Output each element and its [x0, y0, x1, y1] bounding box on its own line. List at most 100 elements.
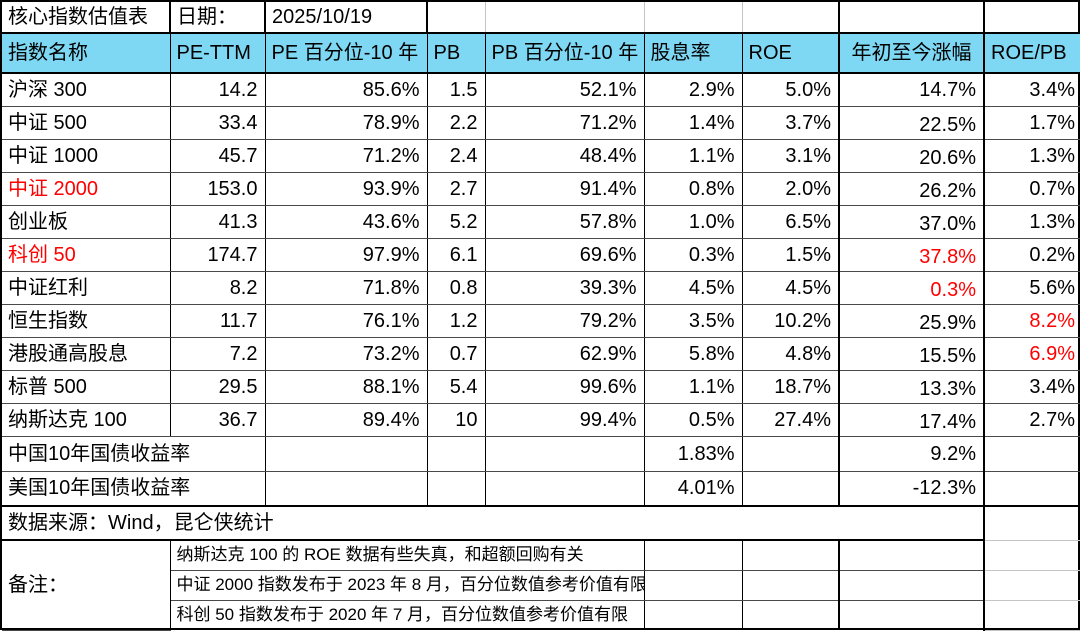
col-header-ytd-change[interactable]: 年初至今涨幅	[838, 33, 985, 74]
empty-cell[interactable]	[983, 2, 1080, 34]
note-text-cell[interactable]: 科创 50 指数发布于 2020 年 7 月，百分位数值参考价值有限	[170, 600, 645, 630]
value-cell[interactable]: 3.4%	[983, 73, 1080, 107]
empty-cell[interactable]	[644, 540, 743, 571]
index-name-cell[interactable]: 中证 500	[2, 106, 171, 140]
index-name-cell[interactable]: 中证 2000	[2, 172, 171, 206]
empty-cell[interactable]	[265, 436, 428, 472]
value-cell[interactable]: 79.2%	[485, 304, 645, 338]
value-cell[interactable]: 0.5%	[644, 403, 743, 437]
notes-label-cell[interactable]: 备注：	[2, 540, 171, 631]
value-cell[interactable]: 1.2	[427, 304, 486, 338]
value-cell[interactable]: 174.7	[170, 238, 266, 272]
index-name-cell[interactable]: 中证红利	[2, 271, 171, 305]
empty-cell[interactable]	[983, 506, 1080, 541]
value-cell[interactable]: 62.9%	[485, 337, 645, 371]
empty-cell[interactable]	[485, 471, 645, 507]
value-cell[interactable]: 13.3%	[838, 370, 985, 404]
value-cell[interactable]: 6.9%	[983, 337, 1080, 371]
col-header-pe-ttm[interactable]: PE-TTM	[170, 33, 266, 74]
index-name-cell[interactable]: 港股通高股息	[2, 337, 171, 371]
value-cell[interactable]: 3.4%	[983, 370, 1080, 404]
value-cell[interactable]: 6.5%	[742, 205, 840, 239]
value-cell[interactable]: 2.0%	[742, 172, 840, 206]
empty-cell[interactable]	[485, 436, 645, 472]
empty-cell[interactable]	[427, 2, 486, 34]
value-cell[interactable]: 0.8%	[644, 172, 743, 206]
value-cell[interactable]: 0.2%	[983, 238, 1080, 272]
value-cell[interactable]: 2.4	[427, 139, 486, 173]
note-text-cell[interactable]: 中证 2000 指数发布于 2023 年 8 月，百分位数值参考价值有限	[170, 570, 645, 601]
bond-name-cell[interactable]: 中国10年国债收益率	[2, 436, 266, 472]
value-cell[interactable]: 7.2	[170, 337, 266, 371]
value-cell[interactable]: 0.8	[427, 271, 486, 305]
col-header-pb-percentile[interactable]: PB 百分位-10 年	[485, 33, 645, 74]
empty-cell[interactable]	[983, 471, 1080, 507]
value-cell[interactable]: 22.5%	[838, 106, 985, 140]
value-cell[interactable]: 76.1%	[265, 304, 428, 338]
col-header-pe-percentile[interactable]: PE 百分位-10 年	[265, 33, 428, 74]
value-cell[interactable]: 1.4%	[644, 106, 743, 140]
value-cell[interactable]: 11.7	[170, 304, 266, 338]
value-cell[interactable]: 69.6%	[485, 238, 645, 272]
empty-cell[interactable]	[644, 600, 743, 630]
value-cell[interactable]: 1.7%	[983, 106, 1080, 140]
value-cell[interactable]: 33.4	[170, 106, 266, 140]
empty-cell[interactable]	[983, 436, 1080, 472]
index-name-cell[interactable]: 恒生指数	[2, 304, 171, 338]
value-cell[interactable]: 71.8%	[265, 271, 428, 305]
value-cell[interactable]: 1.3%	[983, 205, 1080, 239]
value-cell[interactable]: 2.7%	[983, 403, 1080, 437]
empty-cell[interactable]	[838, 2, 985, 34]
value-cell[interactable]: 29.5	[170, 370, 266, 404]
value-cell[interactable]: 26.2%	[838, 172, 985, 206]
note-text-cell[interactable]: 纳斯达克 100 的 ROE 数据有些失真，和超额回购有关	[170, 540, 645, 571]
value-cell[interactable]: 85.6%	[265, 73, 428, 107]
sheet-title-cell[interactable]: 核心指数估值表	[2, 2, 171, 34]
index-name-cell[interactable]: 中证 1000	[2, 139, 171, 173]
value-cell[interactable]: 10	[427, 403, 486, 437]
value-cell[interactable]: 1.5%	[742, 238, 840, 272]
empty-cell[interactable]	[427, 471, 486, 507]
value-cell[interactable]: 153.0	[170, 172, 266, 206]
index-name-cell[interactable]: 科创 50	[2, 238, 171, 272]
value-cell[interactable]: 4.8%	[742, 337, 840, 371]
empty-cell[interactable]	[265, 471, 428, 507]
value-cell[interactable]: 20.6%	[838, 139, 985, 173]
value-cell[interactable]: 39.3%	[485, 271, 645, 305]
value-cell[interactable]: 6.1	[427, 238, 486, 272]
value-cell[interactable]: 71.2%	[485, 106, 645, 140]
value-cell[interactable]: 1.5	[427, 73, 486, 107]
value-cell[interactable]: 1.0%	[644, 205, 743, 239]
value-cell[interactable]: 1.1%	[644, 370, 743, 404]
value-cell[interactable]: 5.0%	[742, 73, 840, 107]
data-source-cell[interactable]: 数据来源：Wind，昆仑侠统计	[2, 506, 985, 541]
value-cell[interactable]: 0.7	[427, 337, 486, 371]
value-cell[interactable]: 88.1%	[265, 370, 428, 404]
value-cell[interactable]: 37.0%	[838, 205, 985, 239]
value-cell[interactable]: 17.4%	[838, 403, 985, 437]
value-cell[interactable]: 10.2%	[742, 304, 840, 338]
value-cell[interactable]: 4.5%	[742, 271, 840, 305]
value-cell[interactable]: 8.2%	[983, 304, 1080, 338]
empty-cell[interactable]	[838, 540, 985, 571]
value-cell[interactable]: 45.7	[170, 139, 266, 173]
value-cell[interactable]: 27.4%	[742, 403, 840, 437]
value-cell[interactable]: 57.8%	[485, 205, 645, 239]
value-cell[interactable]: 3.1%	[742, 139, 840, 173]
value-cell[interactable]: 14.2	[170, 73, 266, 107]
empty-cell[interactable]	[427, 436, 486, 472]
value-cell[interactable]: 43.6%	[265, 205, 428, 239]
value-cell[interactable]: 3.7%	[742, 106, 840, 140]
value-cell[interactable]: 2.2	[427, 106, 486, 140]
value-cell[interactable]: 97.9%	[265, 238, 428, 272]
empty-cell[interactable]	[983, 540, 1080, 571]
empty-cell[interactable]	[485, 2, 645, 34]
empty-cell[interactable]	[644, 2, 743, 34]
value-cell[interactable]: 4.5%	[644, 271, 743, 305]
value-cell[interactable]: 91.4%	[485, 172, 645, 206]
value-cell[interactable]: 0.7%	[983, 172, 1080, 206]
empty-cell[interactable]	[983, 600, 1080, 631]
empty-cell[interactable]	[742, 2, 840, 34]
value-cell[interactable]: 37.8%	[838, 238, 985, 272]
bond-yield-cell[interactable]: 1.83%	[644, 436, 743, 472]
